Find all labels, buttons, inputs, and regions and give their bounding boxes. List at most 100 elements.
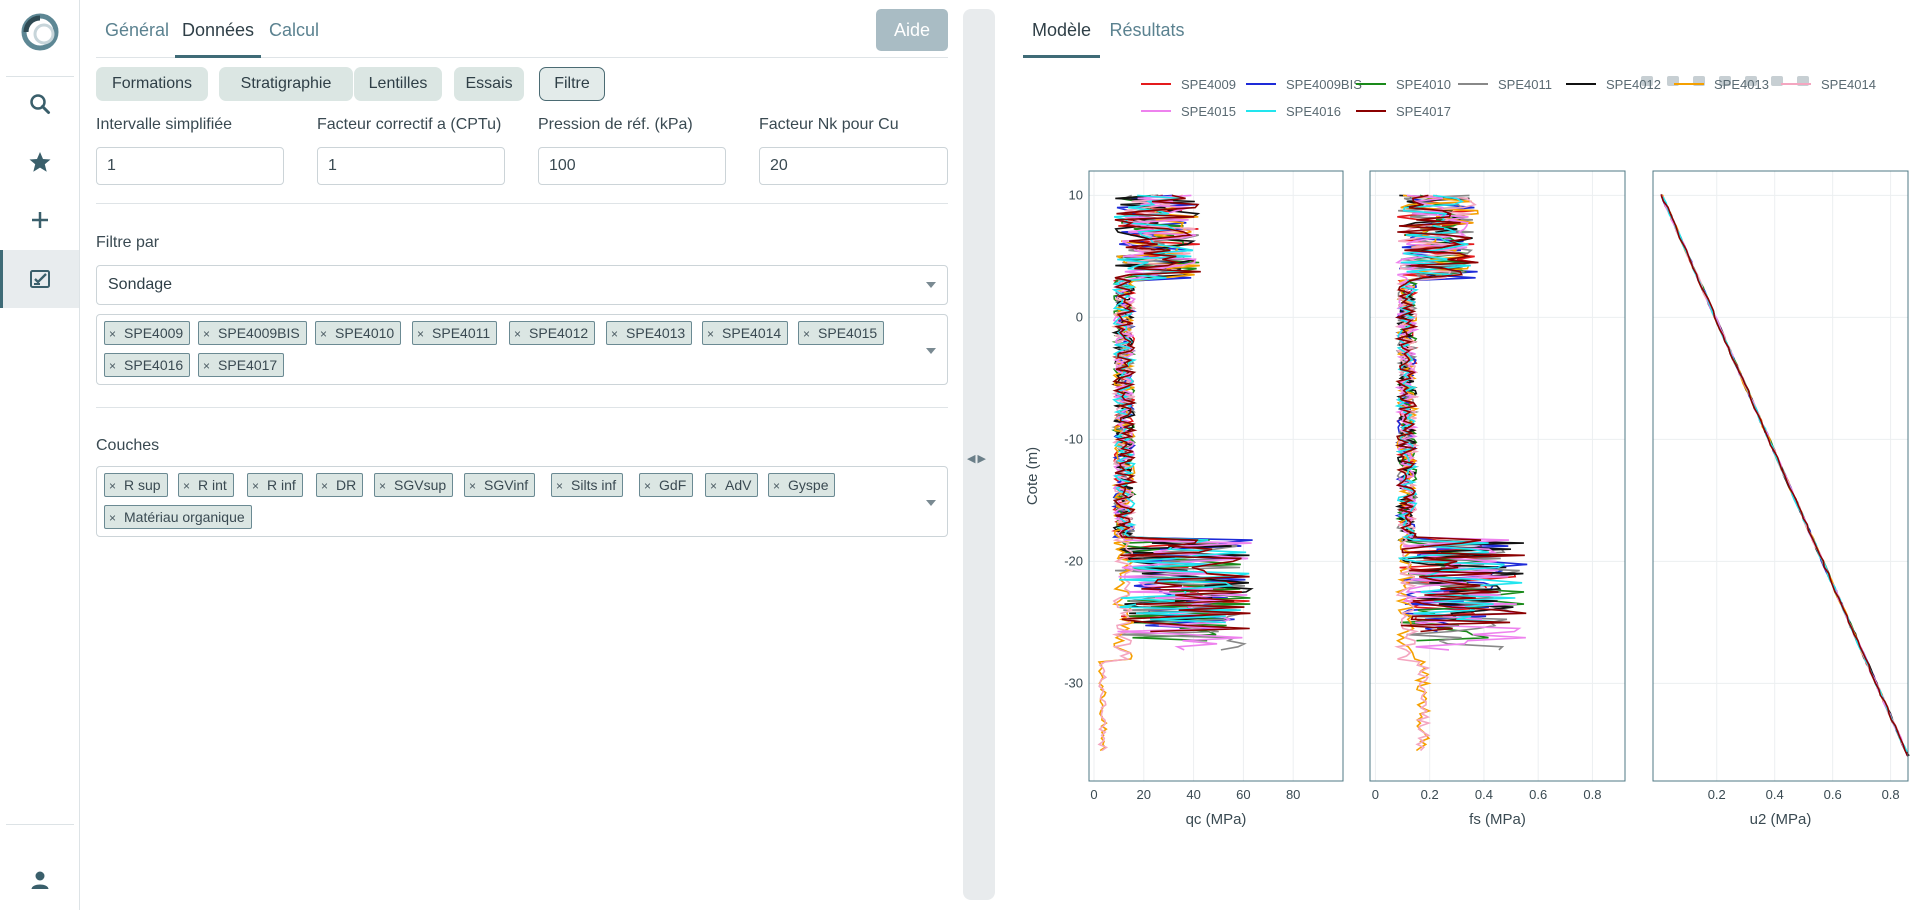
main-tabs: Général Données Calcul xyxy=(96,6,948,58)
remove-chip-icon[interactable]: × xyxy=(514,327,522,341)
legend-label: SPE4013 xyxy=(1714,77,1769,92)
chip-layer: × SGVinf xyxy=(464,473,536,497)
tab-general[interactable]: Général xyxy=(105,20,170,40)
reference-pressure-input[interactable]: 100 xyxy=(538,147,726,185)
chevron-down-icon[interactable] xyxy=(926,348,936,354)
legend-label: SPE4015 xyxy=(1181,104,1236,119)
remove-chip-icon[interactable]: × xyxy=(321,479,329,493)
tab-resultats[interactable]: Résultats xyxy=(1109,20,1185,40)
filter-select[interactable]: Sondage xyxy=(96,265,948,305)
remove-chip-icon[interactable]: × xyxy=(252,479,260,493)
user-icon xyxy=(31,871,48,889)
chevron-down-icon[interactable] xyxy=(926,282,936,288)
result-tabs: Modèle Résultats xyxy=(1021,6,1920,58)
remove-chip-icon[interactable]: × xyxy=(109,327,117,341)
nav-search[interactable] xyxy=(0,75,79,133)
nk-factor-input[interactable]: 20 xyxy=(759,147,948,185)
legend-label: SPE4010 xyxy=(1396,77,1451,92)
remove-chip-icon[interactable]: × xyxy=(710,479,718,493)
plot-frame xyxy=(1369,170,1626,782)
legend-label: SPE4009 xyxy=(1181,77,1236,92)
layers-multiselect[interactable]: × R sup × R int × R inf × DR × SGVsup × SGVinf… xyxy=(96,466,948,537)
remove-chip-icon[interactable]: × xyxy=(203,327,211,341)
chip-borehole: × SPE4012 xyxy=(509,321,596,345)
panel-splitter[interactable]: ◀▶ xyxy=(963,9,995,900)
zoom-out-icon[interactable] xyxy=(1745,76,1757,86)
remove-chip-icon[interactable]: × xyxy=(803,327,811,341)
remove-chip-icon[interactable]: × xyxy=(611,327,619,341)
remove-chip-icon[interactable]: × xyxy=(707,327,715,341)
pill-lentilles[interactable]: Lentilles xyxy=(354,67,442,101)
help-button[interactable]: Aide xyxy=(876,9,948,51)
series-line xyxy=(1112,194,1252,651)
simplified-interval-input[interactable]: 1 xyxy=(96,147,284,185)
plot-frame xyxy=(1652,170,1909,782)
remove-chip-icon[interactable]: × xyxy=(644,479,652,493)
series-line xyxy=(1112,194,1251,633)
chip-layer: × GdF xyxy=(639,473,694,497)
chevron-down-icon[interactable] xyxy=(926,500,936,506)
x-axis-label: u2 (MPa) xyxy=(1750,811,1812,828)
pill-formations[interactable]: Formations xyxy=(96,67,208,101)
chip-layer: × Gyspe xyxy=(768,473,836,497)
data-panel: Général Données Calcul Aide Formations S… xyxy=(96,0,948,910)
chip-borehole: × SPE4009BIS xyxy=(198,321,307,345)
chip-borehole: × SPE4016 xyxy=(104,353,191,377)
rail-divider xyxy=(6,76,74,77)
chip-layer: × Silts inf xyxy=(551,473,624,497)
nav-user[interactable] xyxy=(0,851,79,909)
pill-stratigraphie[interactable]: Stratigraphie xyxy=(219,67,353,101)
remove-chip-icon[interactable]: × xyxy=(556,479,564,493)
collapse-arrows-icon[interactable]: ◀▶ xyxy=(967,453,988,465)
filter-label: Filtre par xyxy=(96,234,160,251)
legend-label: SPE4011 xyxy=(1498,77,1552,92)
nav-favorites[interactable] xyxy=(0,133,79,191)
x-tick-label: 0.4 xyxy=(1475,787,1493,802)
param-label: Facteur Nk pour Cu xyxy=(759,116,899,133)
camera-icon[interactable] xyxy=(1641,76,1653,86)
cpt-profile-chart[interactable]: SPE4009 SPE4009BIS SPE4010 SPE4011 SPE4012 SP… xyxy=(1021,60,1920,910)
tab-calcul[interactable]: Calcul xyxy=(269,20,320,40)
correction-factor-input[interactable]: 1 xyxy=(317,147,505,185)
checklist-icon xyxy=(30,270,50,288)
app-logo[interactable] xyxy=(20,12,60,52)
tab-donnees[interactable]: Données xyxy=(175,8,261,58)
remove-chip-icon[interactable]: × xyxy=(773,479,781,493)
zoom-in-icon[interactable] xyxy=(1719,76,1731,86)
nav-add[interactable] xyxy=(0,191,79,249)
chip-borehole: × SPE4017 xyxy=(198,353,285,377)
x-tick-label: 60 xyxy=(1236,787,1250,802)
remove-chip-icon[interactable]: × xyxy=(417,327,425,341)
remove-chip-icon[interactable]: × xyxy=(183,479,191,493)
remove-chip-icon[interactable]: × xyxy=(469,479,477,493)
pill-filtre[interactable]: Filtre xyxy=(539,67,605,101)
chip-layer: × Matériau organique xyxy=(104,505,252,529)
remove-chip-icon[interactable]: × xyxy=(109,511,117,525)
x-tick-label: 0.8 xyxy=(1882,787,1900,802)
x-tick-label: 0.2 xyxy=(1421,787,1439,802)
pill-essais[interactable]: Essais xyxy=(454,67,524,101)
remove-chip-icon[interactable]: × xyxy=(109,479,117,493)
plus-icon xyxy=(31,212,48,228)
y-axis-label: Cote (m) xyxy=(1024,447,1041,505)
remove-chip-icon[interactable]: × xyxy=(320,327,328,341)
remove-chip-icon[interactable]: × xyxy=(379,479,387,493)
y-tick-label: -20 xyxy=(1064,553,1083,568)
param-label: Intervalle simplifiée xyxy=(96,116,233,133)
tab-modele[interactable]: Modèle xyxy=(1023,8,1100,58)
rail-divider xyxy=(6,824,74,825)
remove-chip-icon[interactable]: × xyxy=(109,359,117,373)
series-line xyxy=(1394,194,1527,633)
chip-layer: × DR xyxy=(316,473,364,497)
search-icon xyxy=(29,94,50,114)
autoscale-icon[interactable] xyxy=(1771,76,1783,86)
legend-label: SPE4012 xyxy=(1606,77,1661,92)
x-tick-label: 0.4 xyxy=(1766,787,1784,802)
y-tick-label: 0 xyxy=(1076,309,1083,324)
remove-chip-icon[interactable]: × xyxy=(203,359,211,373)
divider xyxy=(96,407,948,408)
nav-project[interactable] xyxy=(0,250,79,308)
chip-borehole: × SPE4011 xyxy=(412,321,498,345)
x-tick-label: 0 xyxy=(1372,787,1379,802)
borehole-multiselect[interactable]: × SPE4009 × SPE4009BIS × SPE4010 × SPE4011 ×… xyxy=(96,314,948,385)
